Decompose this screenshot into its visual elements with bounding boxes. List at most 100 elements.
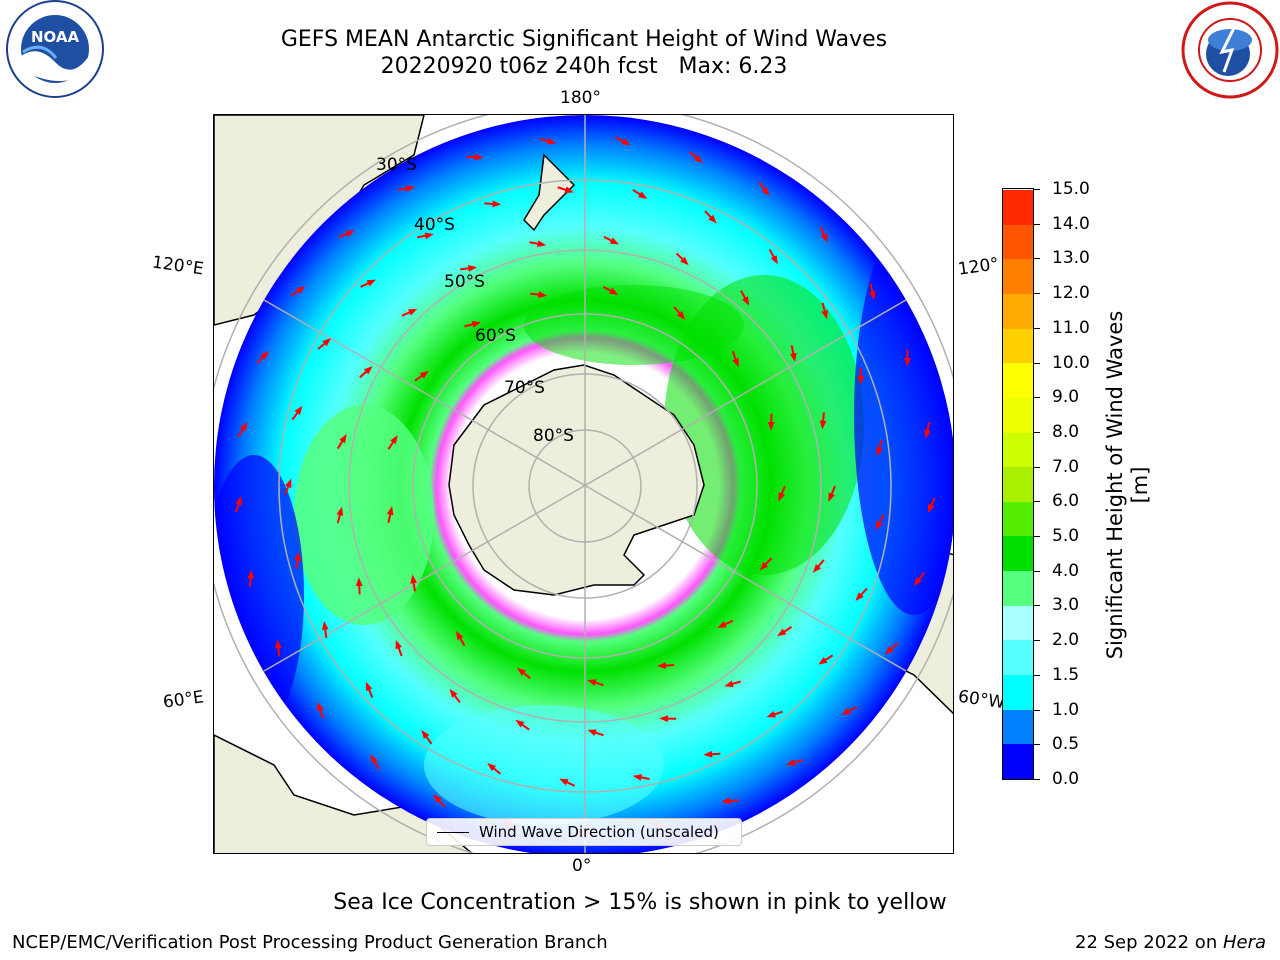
wave-direction-arrowhead (820, 233, 828, 243)
wave-direction-arrowhead (345, 230, 355, 238)
wave-direction-arrowhead (703, 750, 713, 758)
wave-direction-arrowhead (339, 434, 347, 444)
colorbar-segment (1003, 743, 1033, 779)
colorbar-tick-label: 3.0 (1052, 595, 1080, 616)
wave-direction-arrowhead (913, 577, 922, 587)
wave-direction-arrowhead (538, 291, 548, 299)
colorbar-tick (1034, 605, 1040, 607)
lon-label-upper-left: 120°E (150, 252, 205, 280)
colorbar-tick (1034, 466, 1040, 468)
colorbar-tick-label: 14.0 (1052, 213, 1090, 234)
wave-direction-arrowhead (492, 200, 502, 208)
noaa-logo-text: NOAA (31, 28, 80, 46)
wave-direction-arrowhead (517, 667, 526, 676)
wave-direction-arrowhead (294, 551, 302, 561)
lon-label-bottom: 0° (572, 856, 592, 876)
wave-direction-arrowhead (638, 191, 648, 199)
wave-direction-arrowhead (474, 153, 484, 161)
wave-direction-arrowhead (759, 561, 769, 571)
colorbar-tick (1034, 744, 1040, 746)
wave-direction-arrowhead (487, 763, 497, 772)
lat-label-80s: 80°S (533, 426, 574, 446)
wave-direction-arrowhead (317, 701, 324, 712)
wave-direction-arrowhead (680, 256, 689, 266)
colorbar-segment (1003, 432, 1033, 468)
colorbar-tick (1034, 779, 1040, 780)
legend-label: Wind Wave Direction (unscaled) (479, 823, 719, 841)
run-info: 22 Sep 2022 on Hera (1075, 932, 1266, 953)
wave-direction-arrowhead (455, 630, 464, 641)
wave-direction-arrowhead (676, 311, 686, 320)
colorbar-tick (1034, 501, 1040, 503)
wave-direction-arrowhead (927, 503, 935, 514)
colorbar-segment (1003, 709, 1033, 745)
colorbar-segment (1003, 362, 1033, 398)
colorbar-tick (1034, 640, 1040, 642)
wave-direction-arrowhead (355, 577, 363, 587)
wave-direction-arrowhead (408, 308, 418, 316)
wave-direction-arrowhead (632, 774, 642, 781)
wave-direction-arrowhead (869, 290, 876, 301)
wave-direction-arrowhead (693, 154, 703, 164)
lat-label-30s: 30°S (376, 155, 417, 175)
wave-direction-arrowhead (732, 357, 739, 368)
wave-direction-arrowhead (515, 719, 525, 728)
lat-label-60s: 60°S (475, 326, 516, 346)
new-zealand-land (523, 153, 576, 232)
lon-label-upper-right: 120° (956, 254, 1001, 280)
wave-direction-arrowhead (724, 680, 734, 688)
wave-direction-arrowhead (767, 421, 775, 431)
wave-direction-arrowhead (365, 681, 373, 692)
wave-direction-arrowhead (708, 214, 717, 224)
wave-direction-arrowhead (424, 232, 434, 240)
wave-direction-arrowhead (260, 350, 269, 360)
colorbar (1002, 188, 1034, 780)
wave-direction-arrowhead (786, 759, 796, 766)
wave-direction-arrowhead (819, 420, 827, 430)
wave-direction-arrowhead (235, 496, 242, 506)
colorbar-tick-label: 5.0 (1052, 526, 1080, 547)
run-date: 22 Sep 2022 on (1075, 932, 1223, 953)
colorbar-segment (1003, 501, 1033, 537)
colorbar-segment (1003, 535, 1033, 572)
wave-direction-arrowhead (841, 707, 851, 715)
wave-direction-arrowhead (471, 321, 481, 328)
wave-direction-arrowhead (657, 662, 667, 669)
colorbar-segment (1003, 466, 1033, 502)
wave-direction-arrowhead (406, 185, 416, 192)
colorbar-tick (1034, 570, 1040, 572)
wave-direction-arrowhead (587, 729, 597, 736)
wave-direction-arrowhead (903, 358, 911, 367)
wave-direction-arrowhead (609, 237, 619, 245)
colorbar-title: Significant Height of Wind Waves [m] (1103, 310, 1152, 660)
colorbar-tick (1034, 223, 1040, 225)
colorbar-segment (1003, 605, 1033, 641)
lon-label-top: 180° (560, 88, 601, 108)
wave-direction-arrowhead (468, 265, 478, 272)
colorbar-tick-label: 12.0 (1052, 283, 1090, 304)
wave-direction-arrowhead (778, 492, 785, 502)
polar-map: 30°S 40°S 50°S 60°S 70°S 80°S (213, 114, 954, 854)
colorbar-tick-label: 6.0 (1052, 491, 1080, 512)
wave-direction-arrowhead (855, 592, 864, 601)
colorbar-segment (1003, 674, 1033, 710)
wave-direction-arrowhead (390, 435, 398, 445)
colorbar-segment (1003, 639, 1033, 676)
wave-direction-arrowhead (559, 778, 569, 786)
colorbar-segment (1003, 258, 1033, 294)
colorbar-tick (1034, 362, 1040, 364)
colorbar-tick (1034, 431, 1040, 433)
colorbar-tick-label: 4.0 (1052, 560, 1080, 581)
colorbar-tick (1034, 709, 1040, 711)
colorbar-tick (1034, 674, 1040, 676)
run-machine: Hera (1222, 932, 1266, 953)
colorbar-tick-label: 9.0 (1052, 387, 1080, 408)
colorbar-tick (1034, 327, 1040, 329)
lat-label-50s: 50°S (444, 272, 485, 292)
sea-ice-note: Sea Ice Concentration > 15% is shown in … (333, 890, 947, 915)
colorbar-tick (1034, 189, 1040, 190)
lon-label-lower-right: 60°W (956, 686, 1007, 714)
wave-direction-arrowhead (239, 422, 248, 432)
wave-direction-arrowhead (296, 286, 306, 294)
africa-land (214, 734, 473, 853)
